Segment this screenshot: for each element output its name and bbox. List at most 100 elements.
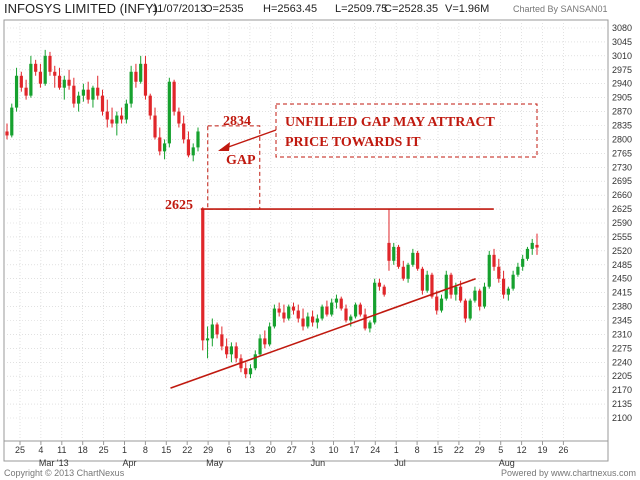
candle-body (244, 368, 248, 375)
y-axis-ticks: 3080 3045 3010 2975 2940 2905 2870 2835 2800 2765… (612, 23, 632, 423)
y-tick-label: 2450 (612, 274, 632, 284)
x-tick-label: 25 (99, 445, 109, 455)
candle-body (449, 274, 453, 295)
x-tick-label: 13 (245, 445, 255, 455)
candle-body (57, 75, 62, 88)
candle-body (67, 79, 71, 86)
x-tick-label: 17 (349, 445, 359, 455)
x-tick-label: 29 (475, 445, 485, 455)
x-tick-label: 24 (370, 445, 380, 455)
quote-high: H=2563.45 (263, 3, 317, 15)
x-tick-label: 10 (328, 445, 338, 455)
x-tick-label: 18 (78, 445, 88, 455)
candle-body (248, 368, 253, 375)
candle-body (396, 246, 401, 267)
candle-body (14, 75, 19, 108)
resistance-label: 2625 (165, 198, 193, 213)
x-tick-label: 19 (537, 445, 547, 455)
candle-body (430, 274, 434, 297)
candle-body (363, 314, 367, 329)
y-tick-label: 2695 (612, 176, 632, 186)
x-tick-label: 5 (498, 445, 503, 455)
candle-body (315, 318, 319, 323)
candle-body (153, 115, 157, 138)
y-tick-label: 2380 (612, 302, 632, 312)
candle-body (10, 107, 14, 136)
y-tick-label: 2310 (612, 329, 632, 339)
copyright-notice: Copyright © 2013 ChartNexus (4, 468, 125, 478)
x-tick-label: 26 (558, 445, 568, 455)
candle-body (119, 115, 124, 120)
x-tick-label: 29 (203, 445, 213, 455)
candle-body (478, 290, 482, 307)
x-tick-label: 25 (15, 445, 25, 455)
candle-body (225, 346, 229, 355)
y-tick-label: 2520 (612, 246, 632, 256)
candle-body (282, 312, 286, 319)
gap-box (207, 125, 261, 210)
candle-body (100, 95, 105, 112)
y-tick-label: 2415 (612, 288, 632, 298)
x-month-label: May (206, 458, 224, 468)
candle-body (420, 268, 425, 291)
candle-body (492, 254, 496, 267)
y-tick-label: 3080 (612, 23, 632, 33)
support-trendline (170, 277, 476, 389)
gridlines (4, 20, 608, 441)
candlestick-series (5, 49, 539, 379)
candle-body (72, 85, 76, 104)
candle-body (287, 306, 291, 319)
candle-body (368, 322, 372, 329)
annotation-layer (170, 103, 538, 389)
x-tick-label: 8 (143, 445, 148, 455)
candle-body (425, 274, 429, 291)
candle-body (182, 123, 186, 140)
candle-body (201, 209, 205, 341)
candle-body (530, 242, 534, 249)
x-tick-label: 20 (266, 445, 276, 455)
candle-body (91, 87, 95, 100)
candle-body (506, 288, 510, 295)
gap-note-line-2: PRICE TOWARDS IT (285, 135, 421, 150)
candle-body (401, 266, 405, 279)
candle-body (277, 308, 281, 313)
candle-body (158, 137, 162, 152)
candle-body (143, 63, 148, 96)
candle-body (497, 266, 501, 279)
candle-body (177, 111, 181, 124)
candle-body (105, 111, 109, 120)
candle-body (444, 274, 448, 299)
x-tick-label: 6 (226, 445, 231, 455)
candle-body (34, 63, 38, 72)
candle-body (459, 286, 463, 301)
y-tick-label: 2940 (612, 79, 632, 89)
candle-body (253, 354, 257, 369)
candle-body (353, 304, 358, 317)
y-tick-label: 2625 (612, 204, 632, 214)
candle-body (501, 278, 506, 295)
candle-body (272, 308, 276, 327)
candle-body (482, 286, 487, 307)
x-tick-label: 15 (433, 445, 443, 455)
candle-body (205, 338, 210, 341)
y-tick-label: 2905 (612, 93, 632, 103)
candle-body (124, 103, 128, 120)
y-tick-label: 2205 (612, 371, 632, 381)
y-tick-label: 3045 (612, 37, 632, 47)
candle-body (511, 274, 515, 289)
candle-body (86, 89, 90, 100)
y-tick-label: 2345 (612, 316, 632, 326)
candle-body (139, 63, 143, 82)
y-tick-label: 2485 (612, 260, 632, 270)
candle-body (296, 310, 300, 319)
candle-body (473, 290, 477, 301)
candle-body (310, 316, 315, 323)
candle-body (77, 95, 81, 104)
x-tick-label: 4 (38, 445, 43, 455)
x-tick-label: 22 (182, 445, 192, 455)
x-tick-label: 27 (287, 445, 297, 455)
candle-body (382, 286, 386, 295)
x-tick-label: 3 (310, 445, 315, 455)
powered-by: Powered by www.chartnexus.com (501, 468, 636, 478)
candle-body (392, 246, 396, 261)
